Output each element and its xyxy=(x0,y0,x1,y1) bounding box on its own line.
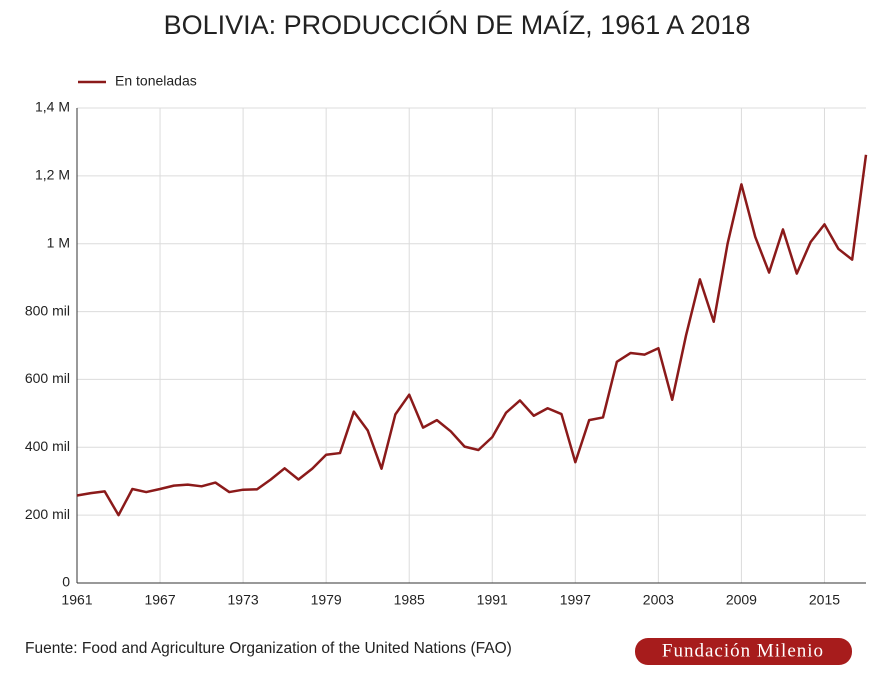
data-line xyxy=(76,154,868,517)
legend-label: En toneladas xyxy=(115,73,197,89)
logo: Fundación Milenio xyxy=(662,640,824,661)
x-tick-label: 1979 xyxy=(311,592,342,608)
y-tick-label: 800 mil xyxy=(25,302,70,318)
y-tick-label: 600 mil xyxy=(25,370,70,386)
x-tick-label: 2003 xyxy=(643,592,674,608)
y-tick-label: 0 xyxy=(62,574,70,590)
x-tick-label: 1973 xyxy=(228,592,259,608)
x-tick-label: 1991 xyxy=(477,592,508,608)
x-tick-label: 1997 xyxy=(560,592,591,608)
x-tick-label: 2009 xyxy=(726,592,757,608)
y-tick-label: 1,2 M xyxy=(35,167,70,183)
chart-title: BOLIVIA: PRODUCCIÓN DE MAÍZ, 1961 A 2018 xyxy=(164,9,751,40)
y-tick-label: 1,4 M xyxy=(35,99,70,115)
y-tick-label: 1 M xyxy=(47,234,70,250)
source: Fuente: Food and Agriculture Organizatio… xyxy=(25,640,512,657)
x-tick-label: 2015 xyxy=(809,592,840,608)
x-tick-label: 1985 xyxy=(394,592,425,608)
y-tick-label: 200 mil xyxy=(25,506,70,522)
x-tick-label: 1961 xyxy=(61,592,92,608)
logo-badge xyxy=(635,638,852,665)
y-tick-label: 400 mil xyxy=(25,438,70,454)
x-tick-label: 1967 xyxy=(144,592,175,608)
